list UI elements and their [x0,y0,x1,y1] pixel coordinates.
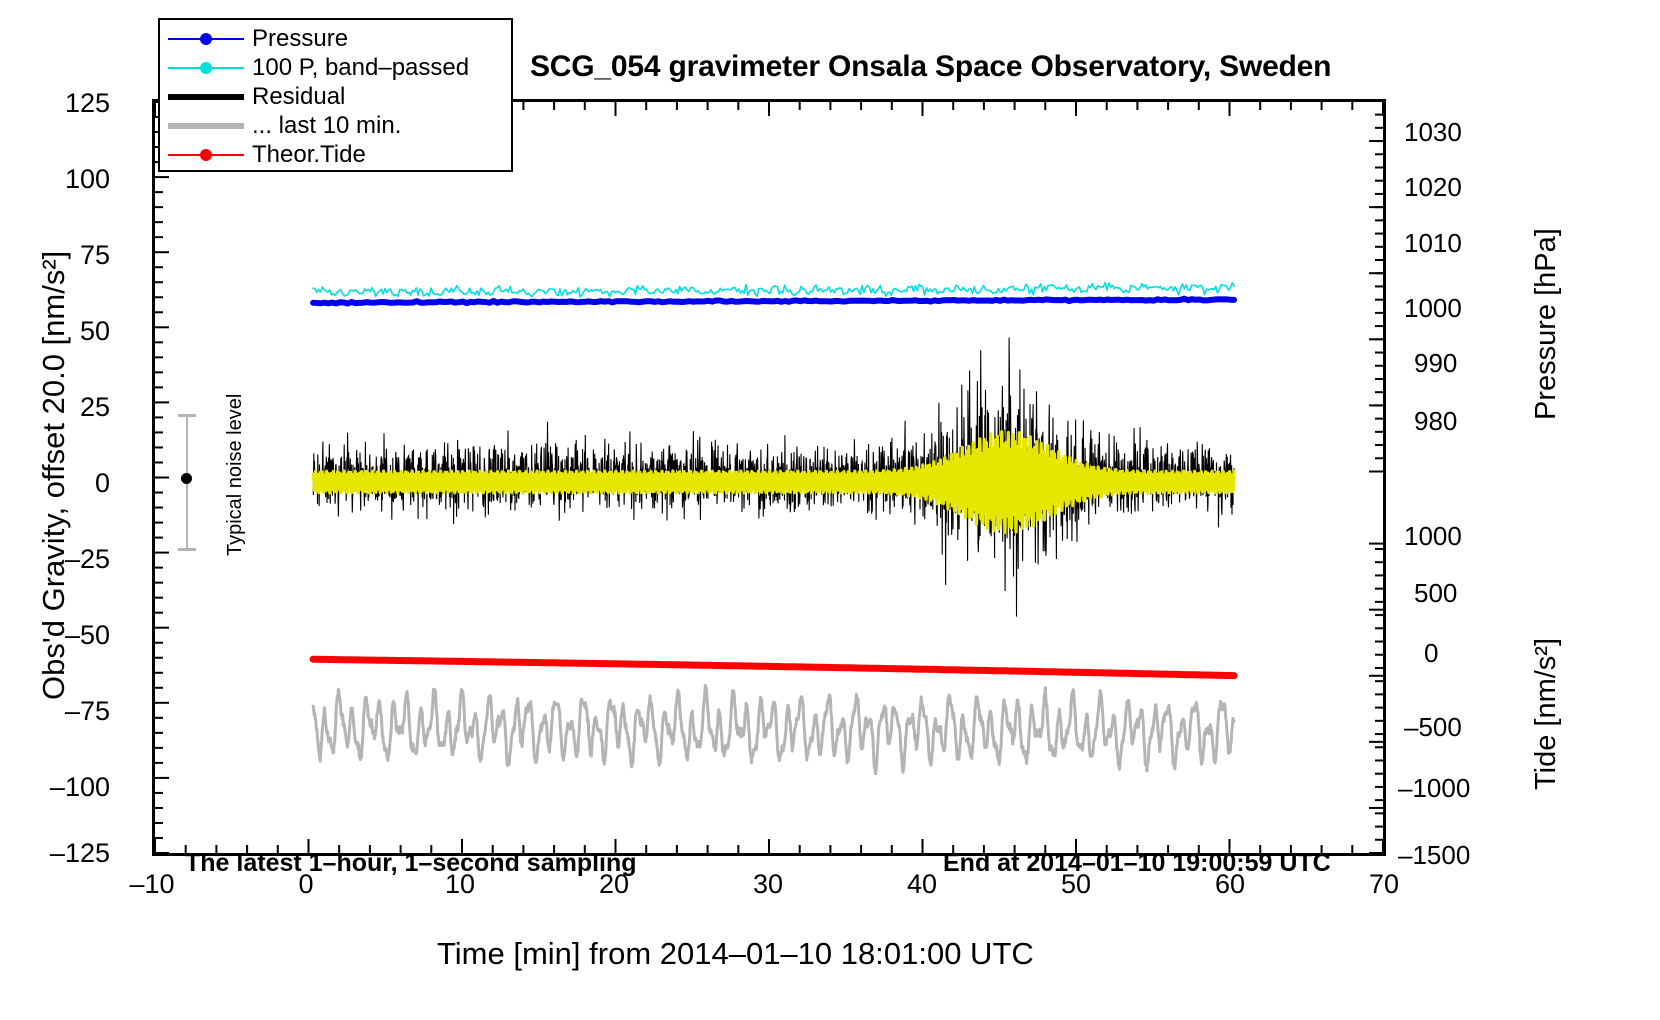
pressure-tick-label: 1000 [1404,293,1462,323]
legend-label: Theor.Tide [252,141,366,168]
y-tick-label: –75 [64,696,110,726]
legend-label: Residual [252,83,346,110]
noise-level-label: Typical noise level [224,393,246,556]
x-axis-title: Time [min] from 2014–01–10 18:01:00 UTC [437,936,1034,971]
legend-label: 100 P, band–passed [252,54,470,81]
x-tick-label: 40 [906,869,938,899]
x-tick-label: –10 [129,869,175,899]
pressure-tick-label: 1020 [1404,172,1462,202]
axis-ticks [155,102,1383,853]
tide-axis-title: Tide [nm/s²] [1530,637,1562,790]
tide-tick-label: 1000 [1404,521,1462,551]
pressure-tick-label: 990 [1414,348,1458,378]
x-tick-label: 70 [1368,869,1400,899]
chart-title: SCG_054 gravimeter Onsala Space Observat… [530,50,1332,83]
noise-level-dot [181,473,192,484]
plot-canvas [155,102,1383,853]
y-tick-label: –100 [49,772,110,802]
x-tick-label: 20 [598,869,630,899]
y-tick-label: 125 [64,88,110,118]
tide-tick-label: 500 [1414,578,1458,608]
legend-item[interactable]: 100 P, band–passed [160,53,511,82]
legend-swatch-icon [160,140,252,169]
noise-level-cap-bottom [178,548,196,551]
sampling-note: The latest 1–hour, 1–second sampling [185,849,637,877]
legend-label: Pressure [252,25,349,52]
legend-label: ... last 10 min. [252,112,402,139]
x-tick-label: 30 [752,869,784,899]
tide-tick-label: –1500 [1398,840,1471,870]
pressure-axis-title: Pressure [hPa] [1530,228,1562,420]
y-tick-label: 50 [79,316,110,346]
legend-item[interactable]: Residual [160,82,511,111]
x-tick-label: 60 [1214,869,1246,899]
legend: Pressure 100 P, band–passed Residual... la… [158,18,513,172]
legend-swatch-icon [160,53,252,82]
x-tick-label: 10 [444,869,476,899]
plot-area [152,99,1386,856]
pressure-tick-label: 980 [1414,406,1458,436]
noise-level-cap-top [178,414,196,417]
x-tick-label: 50 [1060,869,1092,899]
tide-tick-label: 0 [1424,638,1439,668]
tide-tick-label: –500 [1404,712,1462,742]
y-tick-label: –25 [64,544,110,574]
end-time-note: End at 2014–01–10 19:00:59 UTC [943,849,1331,877]
tide-tick-label: –1000 [1398,773,1471,803]
legend-swatch-icon [160,111,252,140]
y-tick-label: 25 [79,392,110,422]
y-tick-label: –50 [64,620,110,650]
legend-item[interactable]: Theor.Tide [160,140,511,169]
pressure-tick-label: 1030 [1404,117,1462,147]
x-tick-label: 0 [298,869,314,899]
y-tick-label: 100 [64,164,110,194]
pressure-tick-label: 1010 [1404,228,1462,258]
legend-swatch-icon [160,24,252,53]
y-tick-label: 0 [94,468,110,498]
legend-swatch-icon [160,82,252,111]
legend-item[interactable]: ... last 10 min. [160,111,511,140]
legend-item[interactable]: Pressure [160,24,511,53]
y-tick-label: –125 [49,838,110,868]
y-tick-label: 75 [79,240,110,270]
data-traces [309,281,1238,776]
